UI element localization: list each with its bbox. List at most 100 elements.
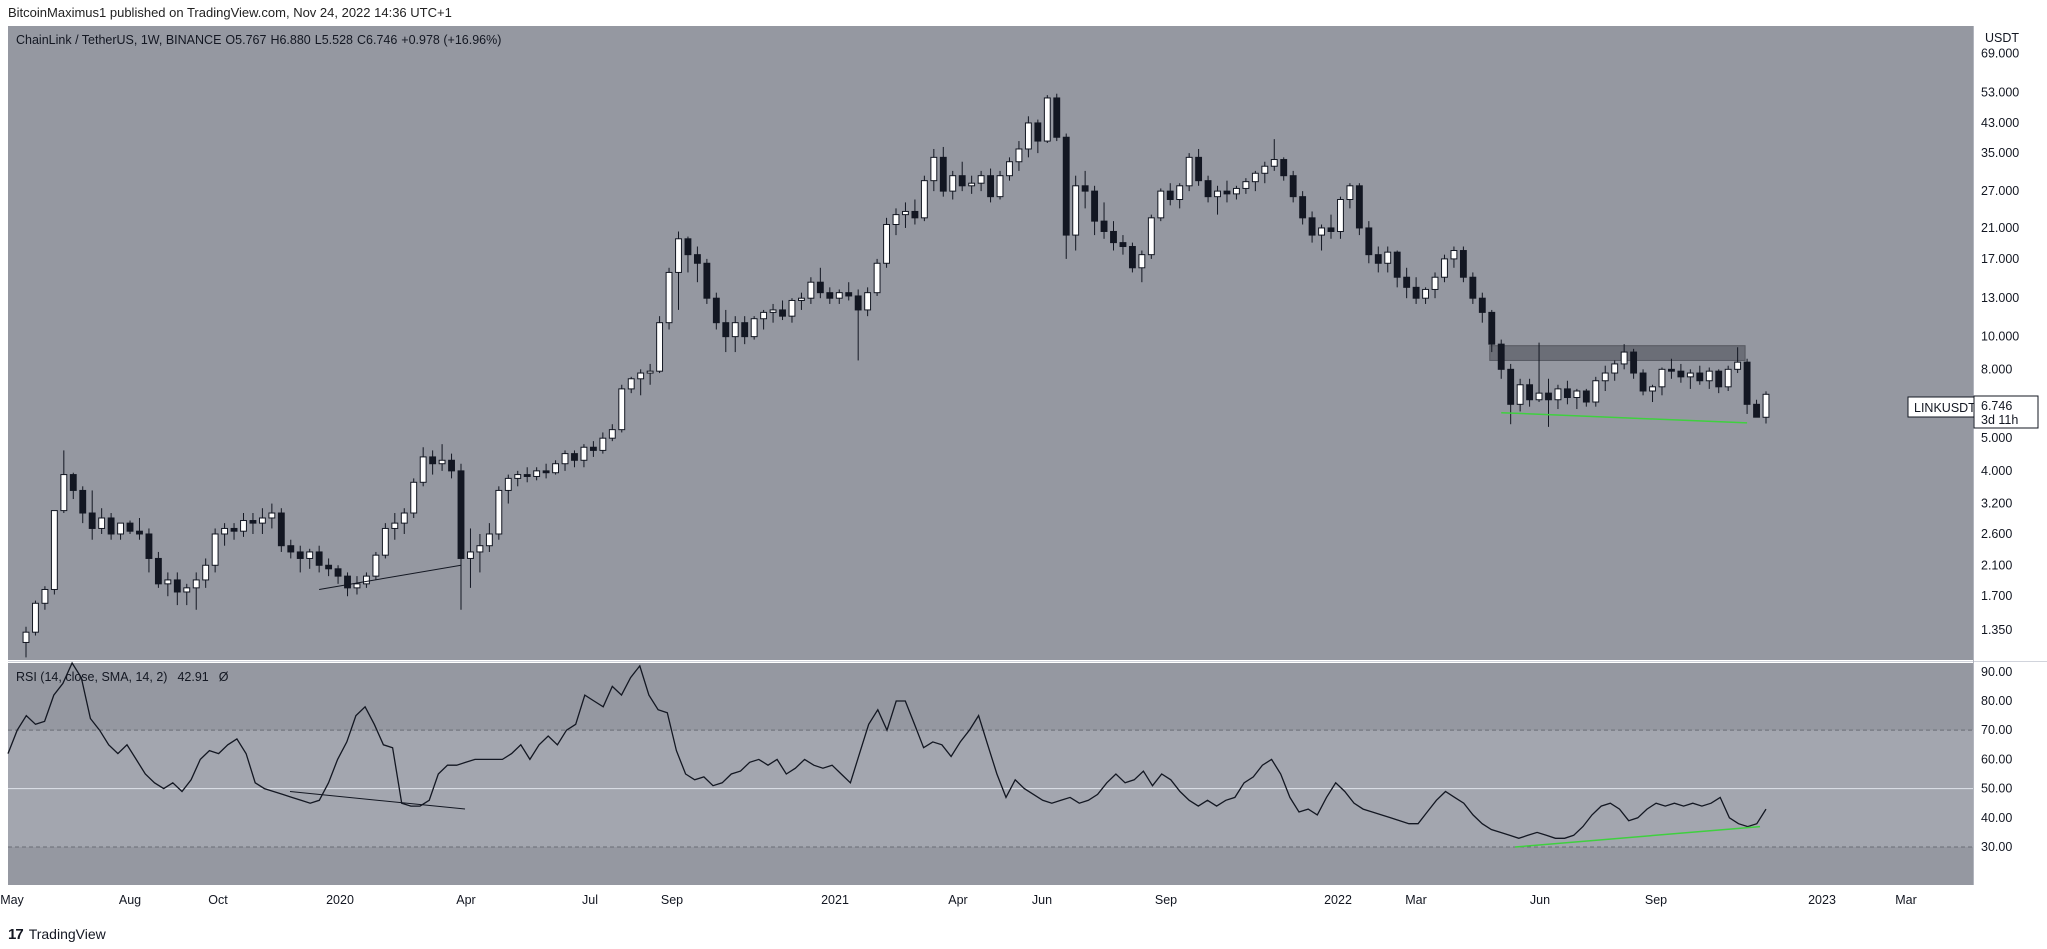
candle[interactable]: [249, 520, 257, 524]
candle[interactable]: [854, 295, 862, 311]
candle[interactable]: [1469, 276, 1477, 299]
candle[interactable]: [400, 512, 408, 524]
candle[interactable]: [996, 175, 1004, 198]
candle[interactable]: [1478, 297, 1486, 313]
candle[interactable]: [1299, 196, 1307, 219]
candle[interactable]: [41, 588, 49, 604]
candle[interactable]: [779, 309, 786, 317]
candle[interactable]: [750, 318, 758, 338]
candle[interactable]: [798, 297, 805, 301]
candle[interactable]: [1119, 242, 1127, 248]
candle[interactable]: [684, 238, 692, 256]
candle[interactable]: [1762, 393, 1770, 418]
candle[interactable]: [485, 533, 493, 547]
candle[interactable]: [1696, 372, 1704, 382]
rsi-pane[interactable]: [7, 661, 1973, 885]
candle[interactable]: [1507, 368, 1515, 405]
candle[interactable]: [325, 564, 333, 570]
candle[interactable]: [1337, 198, 1344, 232]
candle[interactable]: [1138, 254, 1146, 269]
candle[interactable]: [1355, 185, 1363, 229]
candle[interactable]: [1346, 185, 1354, 200]
candle[interactable]: [977, 175, 985, 184]
candle[interactable]: [760, 311, 768, 320]
candle[interactable]: [1006, 161, 1013, 177]
candle[interactable]: [1450, 250, 1458, 260]
candle[interactable]: [731, 322, 739, 338]
candle[interactable]: [372, 554, 380, 577]
candle[interactable]: [1043, 97, 1051, 142]
candle[interactable]: [1242, 181, 1250, 189]
candle[interactable]: [136, 530, 143, 535]
candle[interactable]: [22, 631, 30, 643]
candle[interactable]: [1327, 227, 1335, 232]
candle[interactable]: [883, 223, 890, 264]
candle[interactable]: [826, 292, 834, 299]
candle[interactable]: [1592, 380, 1600, 403]
candle[interactable]: [1573, 390, 1581, 399]
candle[interactable]: [1526, 384, 1534, 401]
candle[interactable]: [542, 470, 550, 474]
candle[interactable]: [277, 512, 285, 547]
candle[interactable]: [50, 510, 58, 590]
candle[interactable]: [476, 545, 484, 553]
candle[interactable]: [1403, 276, 1411, 288]
candle[interactable]: [1176, 185, 1184, 200]
candle[interactable]: [1535, 392, 1543, 401]
candle[interactable]: [457, 470, 465, 559]
candle[interactable]: [1024, 122, 1032, 150]
candle[interactable]: [1724, 368, 1732, 388]
candle[interactable]: [646, 370, 654, 374]
candle[interactable]: [873, 262, 881, 294]
candle[interactable]: [523, 474, 531, 477]
candle[interactable]: [1053, 97, 1061, 138]
candle[interactable]: [1280, 159, 1288, 177]
candle[interactable]: [920, 180, 928, 219]
candle[interactable]: [939, 156, 947, 192]
candle[interactable]: [98, 517, 106, 529]
candle[interactable]: [949, 175, 957, 192]
candle[interactable]: [60, 474, 68, 512]
candle[interactable]: [864, 292, 872, 311]
candle[interactable]: [381, 527, 389, 556]
candle[interactable]: [69, 474, 77, 491]
candle[interactable]: [911, 210, 919, 219]
candle[interactable]: [1204, 180, 1212, 198]
rsi-axis[interactable]: 90.00 80.00 70.00 60.00 50.00 40.00 30.00: [1981, 665, 2012, 854]
candle[interactable]: [221, 527, 229, 535]
candle[interactable]: [1488, 311, 1496, 345]
candle[interactable]: [1743, 361, 1751, 405]
candle[interactable]: [958, 175, 966, 187]
candle[interactable]: [1015, 148, 1023, 163]
candle[interactable]: [410, 481, 418, 514]
candle[interactable]: [1081, 185, 1089, 192]
candle[interactable]: [334, 568, 342, 577]
candle[interactable]: [1318, 227, 1325, 236]
candle[interactable]: [1223, 190, 1231, 195]
candle[interactable]: [637, 372, 645, 380]
candle[interactable]: [1393, 251, 1401, 278]
candle[interactable]: [1185, 156, 1193, 187]
candle[interactable]: [741, 322, 749, 338]
candle[interactable]: [1072, 185, 1080, 236]
candle[interactable]: [1639, 372, 1647, 392]
candle[interactable]: [344, 575, 351, 589]
candle[interactable]: [712, 297, 720, 324]
candle[interactable]: [315, 551, 323, 566]
candle[interactable]: [1620, 351, 1628, 365]
candle[interactable]: [1412, 286, 1420, 299]
candle[interactable]: [1062, 136, 1070, 236]
candle[interactable]: [552, 463, 559, 474]
candle[interactable]: [608, 429, 616, 439]
candle[interactable]: [1658, 368, 1666, 388]
candle[interactable]: [807, 281, 815, 299]
candle[interactable]: [1308, 217, 1316, 236]
candle[interactable]: [117, 522, 124, 535]
candle[interactable]: [1233, 187, 1240, 195]
candle[interactable]: [1611, 363, 1619, 374]
candle[interactable]: [173, 579, 181, 593]
candle[interactable]: [1195, 156, 1203, 182]
candle[interactable]: [1166, 190, 1174, 200]
candle[interactable]: [1677, 370, 1685, 378]
